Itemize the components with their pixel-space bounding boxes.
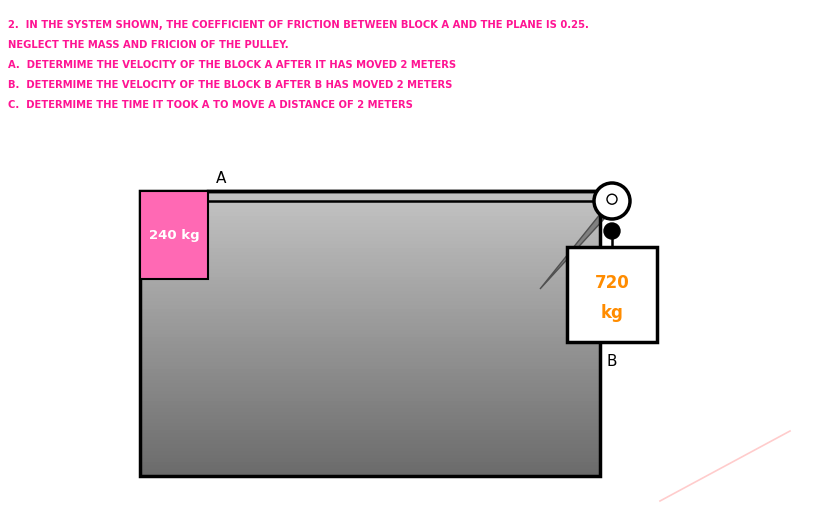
Bar — [140, 279, 600, 284]
Bar — [140, 191, 208, 279]
Bar — [140, 312, 600, 316]
Bar — [140, 337, 600, 340]
Bar — [140, 205, 600, 209]
Text: B: B — [606, 354, 617, 369]
Bar — [140, 412, 600, 415]
Bar — [140, 226, 600, 230]
Bar — [140, 468, 600, 473]
Bar — [140, 393, 600, 398]
Bar — [140, 458, 600, 462]
Bar — [140, 465, 600, 469]
Bar — [140, 251, 600, 255]
Bar — [140, 365, 600, 369]
Bar — [140, 354, 600, 358]
Bar — [140, 461, 600, 465]
Bar — [140, 230, 600, 234]
Polygon shape — [540, 203, 609, 289]
Bar — [140, 191, 600, 476]
Bar — [140, 404, 600, 408]
Bar — [140, 276, 600, 280]
Bar — [140, 283, 600, 287]
Bar — [140, 369, 600, 373]
Text: B.  DETERMIME THE VELOCITY OF THE BLOCK B AFTER B HAS MOVED 2 METERS: B. DETERMIME THE VELOCITY OF THE BLOCK B… — [8, 80, 452, 90]
Bar — [140, 322, 600, 327]
Bar — [140, 255, 600, 259]
Bar — [140, 443, 600, 448]
Bar — [140, 415, 600, 419]
Bar — [140, 301, 600, 305]
Bar — [140, 244, 600, 248]
Bar — [140, 401, 600, 405]
Text: 720: 720 — [595, 274, 630, 292]
Bar — [140, 308, 600, 312]
Bar — [140, 222, 600, 227]
Bar — [140, 429, 600, 433]
Bar — [140, 304, 600, 309]
Text: 2.  IN THE SYSTEM SHOWN, THE COEFFICIENT OF FRICTION BETWEEN BLOCK A AND THE PLA: 2. IN THE SYSTEM SHOWN, THE COEFFICIENT … — [8, 20, 589, 30]
Bar — [140, 272, 600, 277]
Bar — [140, 408, 600, 412]
Bar — [140, 454, 600, 458]
Bar — [140, 390, 600, 394]
Bar — [140, 397, 600, 401]
Bar — [140, 433, 600, 437]
Bar — [140, 347, 600, 352]
Bar — [140, 440, 600, 444]
Bar — [140, 344, 600, 348]
Bar — [140, 372, 600, 376]
Text: NEGLECT THE MASS AND FRICION OF THE PULLEY.: NEGLECT THE MASS AND FRICION OF THE PULL… — [8, 40, 288, 50]
Bar — [140, 451, 600, 455]
Bar — [140, 266, 600, 269]
Bar — [140, 351, 600, 355]
Bar — [140, 290, 600, 294]
Bar — [140, 198, 600, 202]
Bar — [140, 383, 600, 387]
Bar — [140, 297, 600, 302]
Bar — [140, 191, 600, 194]
Bar — [140, 422, 600, 426]
Text: A: A — [216, 171, 227, 186]
Circle shape — [604, 223, 620, 239]
Bar — [140, 212, 600, 216]
Bar — [140, 426, 600, 430]
Bar — [140, 358, 600, 362]
Bar — [140, 208, 600, 212]
Bar — [140, 247, 600, 252]
Circle shape — [594, 183, 630, 219]
Bar — [140, 447, 600, 451]
Bar — [140, 329, 600, 333]
Bar — [140, 194, 600, 198]
Bar — [140, 326, 600, 330]
Bar — [140, 262, 600, 266]
Text: A.  DETERMIME THE VELOCITY OF THE BLOCK A AFTER IT HAS MOVED 2 METERS: A. DETERMIME THE VELOCITY OF THE BLOCK A… — [8, 60, 456, 70]
Bar — [140, 233, 600, 237]
Bar — [140, 379, 600, 383]
Bar — [140, 387, 600, 390]
Bar — [140, 269, 600, 273]
Text: 240 kg: 240 kg — [148, 228, 199, 242]
Bar — [140, 362, 600, 365]
Bar — [140, 201, 600, 205]
Text: kg: kg — [601, 304, 623, 322]
Bar — [140, 258, 600, 262]
Bar — [140, 241, 600, 244]
Bar — [140, 340, 600, 344]
Circle shape — [607, 194, 617, 204]
Bar — [140, 287, 600, 291]
Bar — [567, 247, 657, 342]
Bar — [140, 294, 600, 298]
Text: C.  DETERMIME THE TIME IT TOOK A TO MOVE A DISTANCE OF 2 METERS: C. DETERMIME THE TIME IT TOOK A TO MOVE … — [8, 100, 413, 110]
Bar — [140, 472, 600, 476]
Bar — [140, 216, 600, 219]
Bar — [140, 319, 600, 323]
Bar — [140, 237, 600, 241]
Bar — [140, 418, 600, 423]
Bar — [140, 436, 600, 440]
Bar — [140, 333, 600, 337]
Bar — [140, 315, 600, 319]
Bar — [140, 376, 600, 380]
Bar — [140, 219, 600, 223]
